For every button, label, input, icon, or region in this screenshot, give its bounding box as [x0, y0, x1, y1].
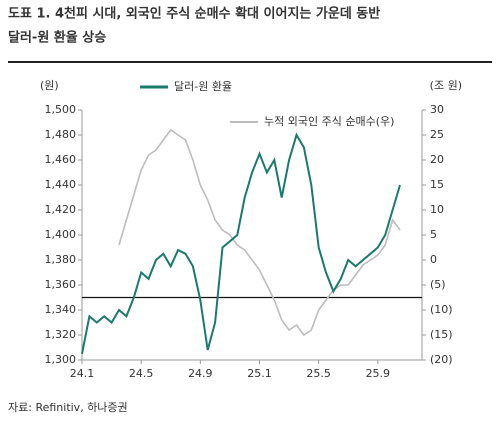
series-line [81, 132, 401, 354]
y-tick-label: 1,320 [45, 328, 77, 341]
y-axis-label: (원) [40, 79, 59, 92]
y2-tick-label: 5 [430, 228, 437, 241]
y-tick-label: 1,400 [45, 228, 77, 241]
y2-tick-label: (10) [430, 303, 453, 316]
x-tick-label: 24.9 [188, 367, 213, 380]
y2-tick-label: (20) [430, 353, 453, 366]
x-tick-label: 25.5 [306, 367, 331, 380]
legend-label: 누적 외국인 주식 순매수(우) [264, 115, 394, 128]
source: 자료: Refinitiv, 하나증권 [8, 400, 128, 414]
y-tick-label: 1,420 [45, 203, 77, 216]
y-tick-label: 1,500 [45, 103, 77, 116]
y-tick-label: 1,440 [45, 178, 77, 191]
y-tick-label: 1,340 [45, 303, 77, 316]
y2-tick-label: 20 [430, 153, 444, 166]
y2-tick-label: 30 [430, 103, 444, 116]
y-tick-label: 1,360 [45, 278, 77, 291]
chart-title: 도표 1. 4천피 시대, 외국인 주식 순매수 확대 이어지는 가운데 동반 [8, 6, 380, 22]
y2-tick-label: (15) [430, 328, 453, 341]
chart-subtitle: 달러-원 환율 상승 [8, 30, 106, 46]
y-tick-label: 1,480 [45, 128, 77, 141]
y2-tick-label: 10 [430, 203, 444, 216]
x-tick-label: 24.1 [70, 367, 95, 380]
y2-tick-label: 25 [430, 128, 444, 141]
y2-tick-label: 0 [430, 253, 437, 266]
x-tick-label: 24.5 [129, 367, 154, 380]
y-tick-label: 1,460 [45, 153, 77, 166]
x-tick-label: 25.1 [247, 367, 272, 380]
y-tick-label: 1,300 [45, 353, 77, 366]
series-line [118, 128, 401, 337]
y2-tick-label: (5) [430, 278, 446, 291]
legend-label: 달러-원 환율 [174, 80, 232, 93]
y-tick-label: 1,380 [45, 253, 77, 266]
y2-tick-label: 15 [430, 178, 444, 191]
y2-axis-label: (조 원) [430, 79, 462, 92]
x-tick-label: 25.9 [366, 367, 391, 380]
